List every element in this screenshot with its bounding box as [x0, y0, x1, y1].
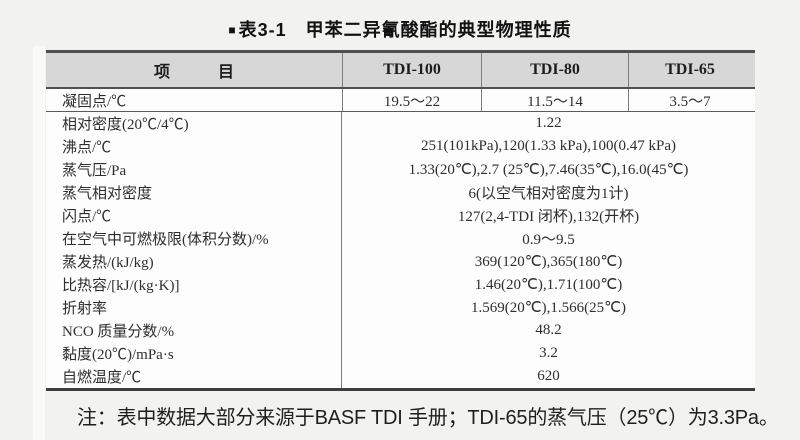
- table-row-freezing-point: 凝固点/℃ 19.5～22 11.5～14 3.5～7: [46, 89, 755, 112]
- table-row: 蒸气相对密度 6(以空气相对密度为1计): [46, 181, 755, 204]
- column-header-tdi100: TDI-100: [342, 53, 481, 87]
- table-footnote: 注：表中数据大部分来源于BASF TDI 手册；TDI-65的蒸气压（25℃）为…: [77, 407, 779, 429]
- table-row: NCO 质量分数/% 48.2: [46, 319, 755, 342]
- row-value: 251(101kPa),120(1.33 kPa),100(0.47 kPa): [421, 138, 676, 154]
- row-value: 0.9～9.5: [522, 232, 575, 248]
- table-row: 相对密度(20℃/4℃) 1.22: [46, 112, 755, 135]
- row-value: 48.2: [535, 322, 562, 338]
- table-row: 在空气中可燃极限(体积分数)/% 0.9～9.5: [46, 227, 755, 250]
- properties-table: 项 目 TDI-100 TDI-80 TDI-65 凝固点/℃ 19.5～22 …: [46, 50, 755, 391]
- row-label: 凝固点/℃: [62, 93, 127, 110]
- row-value: 3.2: [539, 345, 558, 361]
- scan-gutter: [33, 46, 45, 440]
- row-label: 蒸发热/(kJ/kg): [46, 250, 342, 273]
- row-label: 比热容/[kJ/(kg·K)]: [46, 273, 342, 296]
- row-value: 1.22: [535, 115, 562, 131]
- column-header-tdi65: TDI-65: [628, 53, 751, 87]
- table-row: 比热容/[kJ/(kg·K)] 1.46(20℃),1.71(100℃): [46, 273, 755, 296]
- table-title: ■ 表3-1 甲苯二异氰酸酯的典型物理性质: [0, 16, 800, 42]
- row-label: NCO 质量分数/%: [46, 319, 342, 342]
- row-label: 折射率: [46, 296, 342, 319]
- row-label: 蒸气压/Pa: [46, 158, 342, 181]
- table-row: 蒸发热/(kJ/kg) 369(120℃),365(180℃): [46, 250, 755, 273]
- square-bullet-icon: ■: [228, 23, 236, 37]
- column-header-item: 项 目: [153, 64, 234, 81]
- row-value: 1.46(20℃),1.71(100℃): [474, 277, 623, 293]
- row-label: 黏度(20℃)/mPa·s: [46, 342, 342, 365]
- table-header-row: 项 目 TDI-100 TDI-80 TDI-65: [46, 53, 755, 89]
- row-label: 蒸气相对密度: [46, 181, 342, 204]
- row-value: 127(2,4-TDI 闭杯),132(开杯): [457, 209, 640, 225]
- table-row: 蒸气压/Pa 1.33(20℃),2.7 (25℃),7.46(35℃),16.…: [46, 158, 755, 181]
- row-label: 闪点/℃: [46, 204, 342, 227]
- column-header-tdi80: TDI-80: [481, 53, 628, 87]
- table-row: 自燃温度/℃ 620: [46, 365, 755, 388]
- row-value: 1.33(20℃),2.7 (25℃),7.46(35℃),16.0(45℃): [408, 162, 689, 178]
- row-label: 在空气中可燃极限(体积分数)/%: [46, 227, 342, 250]
- table-row: 沸点/℃ 251(101kPa),120(1.33 kPa),100(0.47 …: [46, 135, 755, 158]
- row-label: 沸点/℃: [46, 135, 342, 158]
- row-value: 369(120℃),365(180℃): [474, 254, 623, 270]
- row-value: 1.569(20℃),1.566(25℃): [471, 300, 626, 316]
- table-row: 黏度(20℃)/mPa·s 3.2: [46, 342, 755, 365]
- row-label: 相对密度(20℃/4℃): [46, 112, 342, 135]
- table-title-text: 表3-1 甲苯二异氰酸酯的典型物理性质: [238, 20, 572, 40]
- row-value-tdi65: 3.5～7: [628, 89, 751, 111]
- row-value: 620: [537, 368, 560, 384]
- row-value: 6(以空气相对密度为1计): [468, 186, 629, 202]
- row-value-tdi80: 11.5～14: [481, 89, 628, 111]
- table-row: 折射率 1.569(20℃),1.566(25℃): [46, 296, 755, 319]
- table-row: 闪点/℃ 127(2,4-TDI 闭杯),132(开杯): [46, 204, 755, 227]
- row-label: 自燃温度/℃: [46, 365, 342, 388]
- row-value-tdi100: 19.5～22: [342, 89, 481, 111]
